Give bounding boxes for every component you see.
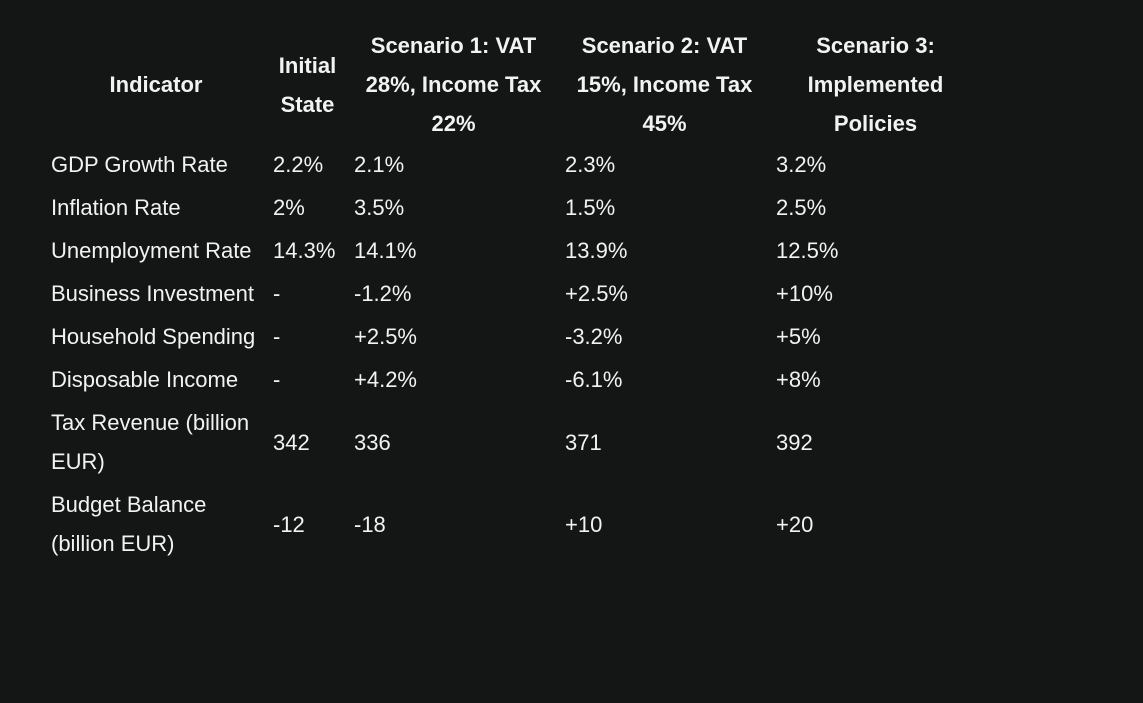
cell-initial: 342 — [273, 429, 310, 455]
cell-indicator: Inflation Rate — [51, 195, 181, 220]
cell-indicator: Unemployment Rate — [51, 238, 252, 263]
cell-indicator: Household Spending — [51, 324, 256, 349]
cell-initial: -12 — [273, 511, 305, 537]
table-row: Business Investment - -1.2% +2.5% +10% — [45, 272, 981, 315]
cell-scenario-2: 2.3% — [565, 152, 616, 177]
header-scenario-1: Scenario 1: VAT 28%, Income Tax 22% — [365, 33, 542, 136]
cell-scenario-3: +20 — [776, 511, 814, 537]
cell-scenario-1: 3.5% — [354, 195, 405, 220]
cell-scenario-3: +8% — [776, 367, 821, 392]
table-row: Inflation Rate 2% 3.5% 1.5% 2.5% — [45, 186, 981, 229]
header-scenario-3: Scenario 3: Implemented Policies — [807, 33, 944, 136]
header-row: Indicator Initial State Scenario 1: VAT … — [45, 26, 981, 143]
table-row: GDP Growth Rate 2.2% 2.1% 2.3% 3.2% — [45, 143, 981, 186]
cell-scenario-2: 13.9% — [565, 238, 628, 263]
cell-scenario-2: +10 — [565, 511, 603, 537]
cell-initial: 2% — [273, 195, 305, 220]
table-row: Tax Revenue (billion EUR) 342 336 371 392 — [45, 401, 981, 483]
cell-scenario-1: 14.1% — [354, 238, 417, 263]
cell-scenario-1: +2.5% — [354, 324, 417, 349]
table-row: Budget Balance (billion EUR) -12 -18 +10 +20 — [45, 483, 981, 565]
cell-scenario-3: +5% — [776, 324, 821, 349]
cell-initial: - — [273, 324, 281, 349]
cell-scenario-1: 336 — [354, 429, 391, 455]
cell-indicator: Tax Revenue (billion EUR) — [51, 410, 250, 474]
cell-initial: 2.2% — [273, 152, 324, 177]
cell-scenario-2: 1.5% — [565, 195, 616, 220]
cell-indicator: Business Investment — [51, 281, 254, 306]
header-initial-state: Initial State — [278, 52, 337, 117]
cell-scenario-1: 2.1% — [354, 152, 405, 177]
cell-scenario-3: 392 — [776, 429, 813, 455]
cell-indicator: Budget Balance (billion EUR) — [51, 492, 207, 556]
cell-initial: - — [273, 367, 281, 392]
cell-initial: 14.3% — [273, 238, 336, 263]
cell-indicator: GDP Growth Rate — [51, 152, 228, 177]
table-row: Unemployment Rate 14.3% 14.1% 13.9% 12.5% — [45, 229, 981, 272]
cell-scenario-3: +10% — [776, 281, 833, 306]
cell-scenario-1: +4.2% — [354, 367, 417, 392]
cell-indicator: Disposable Income — [51, 367, 239, 392]
table-header: Indicator Initial State Scenario 1: VAT … — [45, 26, 981, 143]
table-row: Household Spending - +2.5% -3.2% +5% — [45, 315, 981, 358]
cell-scenario-3: 12.5% — [776, 238, 839, 263]
cell-scenario-2: 371 — [565, 429, 602, 455]
header-scenario-2: Scenario 2: VAT 15%, Income Tax 45% — [576, 33, 753, 136]
data-table: Indicator Initial State Scenario 1: VAT … — [45, 26, 981, 565]
cell-scenario-1: -18 — [354, 511, 386, 537]
cell-scenario-3: 3.2% — [776, 152, 827, 177]
cell-scenario-2: -3.2% — [565, 324, 623, 349]
table-body: GDP Growth Rate 2.2% 2.1% 2.3% 3.2% Inflation… — [45, 143, 981, 565]
table-row: Disposable Income - +4.2% -6.1% +8% — [45, 358, 981, 401]
cell-scenario-3: 2.5% — [776, 195, 827, 220]
cell-initial: - — [273, 281, 281, 306]
header-indicator: Indicator — [109, 72, 203, 97]
cell-scenario-2: -6.1% — [565, 367, 623, 392]
cell-scenario-1: -1.2% — [354, 281, 412, 306]
cell-scenario-2: +2.5% — [565, 281, 628, 306]
